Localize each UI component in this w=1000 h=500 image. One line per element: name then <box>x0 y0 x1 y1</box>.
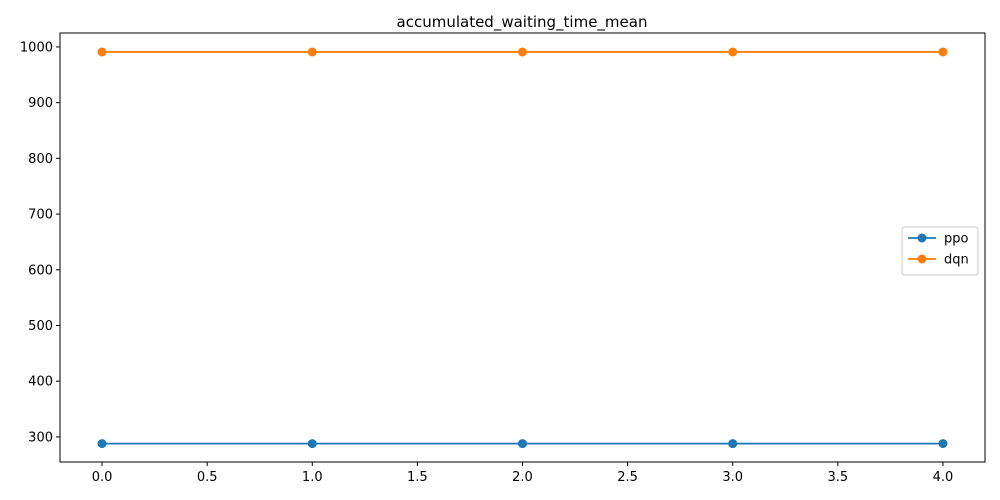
x-tick-label: 0.5 <box>197 470 218 485</box>
data-point-dqn <box>938 47 948 57</box>
data-point-ppo <box>518 439 527 449</box>
legend-label-dqn: dqn <box>944 253 969 268</box>
data-point-dqn <box>728 47 738 57</box>
legend: ppo dqn <box>901 226 979 276</box>
x-tick-label: 3.0 <box>722 470 743 485</box>
y-tick-label: 600 <box>28 263 53 278</box>
y-tick-label: 500 <box>28 319 53 334</box>
data-point-ppo <box>728 439 738 449</box>
x-tick-label: 3.5 <box>827 470 848 485</box>
series-layer <box>97 47 948 449</box>
x-tick-label: 1.0 <box>302 470 323 485</box>
plot-area-frame <box>59 32 986 463</box>
data-point-dqn <box>307 47 317 57</box>
y-tick-label: 300 <box>28 430 53 445</box>
y-tick-label: 700 <box>28 208 53 223</box>
y-tick-label: 400 <box>28 375 53 390</box>
data-point-ppo <box>307 439 317 449</box>
legend-marker-dqn <box>917 254 927 264</box>
chart-title: accumulated_waiting_time_mean <box>397 13 648 32</box>
legend-label-ppo: ppo <box>944 232 969 247</box>
data-point-ppo <box>97 439 107 449</box>
x-tick-label: 2.5 <box>617 470 638 485</box>
x-axis-ticks: 0.0 0.5 1.0 1.5 2.0 2.5 3.0 3.5 4.0 <box>92 462 954 485</box>
x-tick-label: 1.5 <box>407 470 428 485</box>
x-tick-label: 0.0 <box>92 470 113 485</box>
y-axis-ticks: 300 400 500 600 700 800 900 1000 <box>20 40 60 445</box>
data-point-ppo <box>938 439 948 449</box>
data-point-dqn <box>97 47 107 57</box>
y-tick-label: 800 <box>28 152 53 167</box>
y-tick-label: 900 <box>28 96 53 111</box>
y-tick-label: 1000 <box>20 40 53 55</box>
legend-marker-ppo <box>917 233 927 243</box>
data-point-dqn <box>518 47 527 57</box>
x-tick-label: 2.0 <box>512 470 533 485</box>
x-tick-label: 4.0 <box>933 470 954 485</box>
